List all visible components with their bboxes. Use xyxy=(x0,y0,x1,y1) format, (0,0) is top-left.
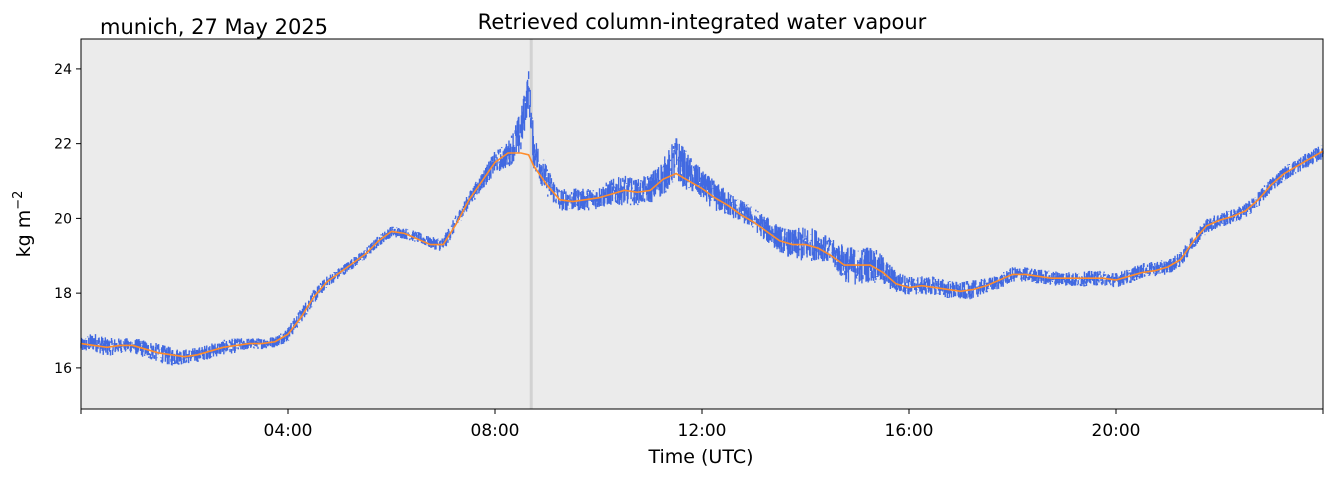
x-tick-label: 20:00 xyxy=(1092,421,1141,441)
y-tick-label: 18 xyxy=(54,286,72,302)
vertical-marker xyxy=(529,39,533,409)
y-tick-label: 22 xyxy=(54,137,72,153)
x-tick-label: 08:00 xyxy=(471,421,520,441)
y-axis-title-exponent: −2 xyxy=(11,191,26,210)
y-axis-title-base: kg m xyxy=(13,210,35,258)
y-tick-label: 20 xyxy=(54,211,72,227)
smoothed-line-series xyxy=(80,150,1324,358)
y-axis-title: kg m−2 xyxy=(11,191,35,258)
y-tick-label: 16 xyxy=(54,361,72,377)
chart-title: Retrieved column-integrated water vapour xyxy=(478,10,927,34)
x-axis-title: Time (UTC) xyxy=(647,446,753,468)
x-tick-label: 12:00 xyxy=(678,421,727,441)
x-tick-label: 04:00 xyxy=(264,421,313,441)
chart-subtitle: munich, 27 May 2025 xyxy=(100,15,328,39)
x-tick-label: 16:00 xyxy=(885,421,934,441)
y-tick-label: 24 xyxy=(54,62,72,78)
plot-background xyxy=(81,39,1323,409)
